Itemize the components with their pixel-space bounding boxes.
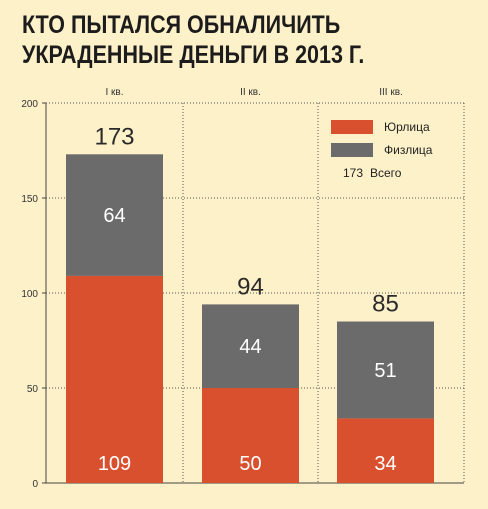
legend-label-fizlica: Физлица bbox=[384, 143, 433, 157]
bar-segment bbox=[337, 418, 434, 483]
y-tick-label: 100 bbox=[21, 289, 38, 300]
legend-label-jurlica: Юрлица bbox=[384, 120, 430, 134]
bar-total-label: 85 bbox=[372, 291, 399, 318]
y-tick-label: 0 bbox=[32, 479, 38, 490]
bar-segment bbox=[66, 154, 163, 276]
chart-bars bbox=[66, 154, 434, 483]
bar-value-label: 109 bbox=[98, 453, 131, 475]
bar-segment bbox=[202, 388, 299, 483]
bar-segment bbox=[337, 321, 434, 419]
bar-value-label: 50 bbox=[239, 453, 261, 475]
y-tick-label: 200 bbox=[21, 99, 38, 110]
bar-segment bbox=[202, 304, 299, 388]
category-label: III кв. bbox=[379, 87, 403, 98]
bar-total-label: 94 bbox=[237, 273, 264, 300]
y-tick-label: 150 bbox=[21, 194, 38, 205]
bar-value-label: 64 bbox=[103, 205, 125, 227]
bar-value-label: 44 bbox=[239, 336, 261, 358]
legend-swatch-jurlica bbox=[331, 120, 373, 134]
bar-segment bbox=[66, 275, 163, 483]
chart-title-line-1: КТО ПЫТАЛСЯ ОБНАЛИЧИТЬ bbox=[22, 11, 341, 39]
chart-legend: Юрлица Физлица 173 Всего bbox=[331, 120, 433, 180]
bar-value-label: 34 bbox=[374, 453, 396, 475]
chart-labels: 0 50 100 150 200 I кв. II кв. III кв. 109 64 173 50… bbox=[21, 87, 402, 490]
legend-total-sample: 173 bbox=[343, 166, 363, 180]
legend-total-label: Всего bbox=[370, 166, 402, 180]
legend-swatch-fizlica bbox=[331, 143, 373, 157]
bar-total-label: 173 bbox=[94, 123, 134, 150]
category-label: I кв. bbox=[105, 87, 123, 98]
chart-title: КТО ПЫТАЛСЯ ОБНАЛИЧИТЬ УКРАДЕННЫЕ ДЕНЬГИ… bbox=[22, 10, 364, 70]
y-tick-label: 50 bbox=[27, 384, 39, 395]
chart-title-line-2: УКРАДЕННЫЕ ДЕНЬГИ В 2013 Г. bbox=[22, 41, 365, 69]
category-label: II кв. bbox=[240, 87, 261, 98]
bar-value-label: 51 bbox=[374, 360, 396, 382]
